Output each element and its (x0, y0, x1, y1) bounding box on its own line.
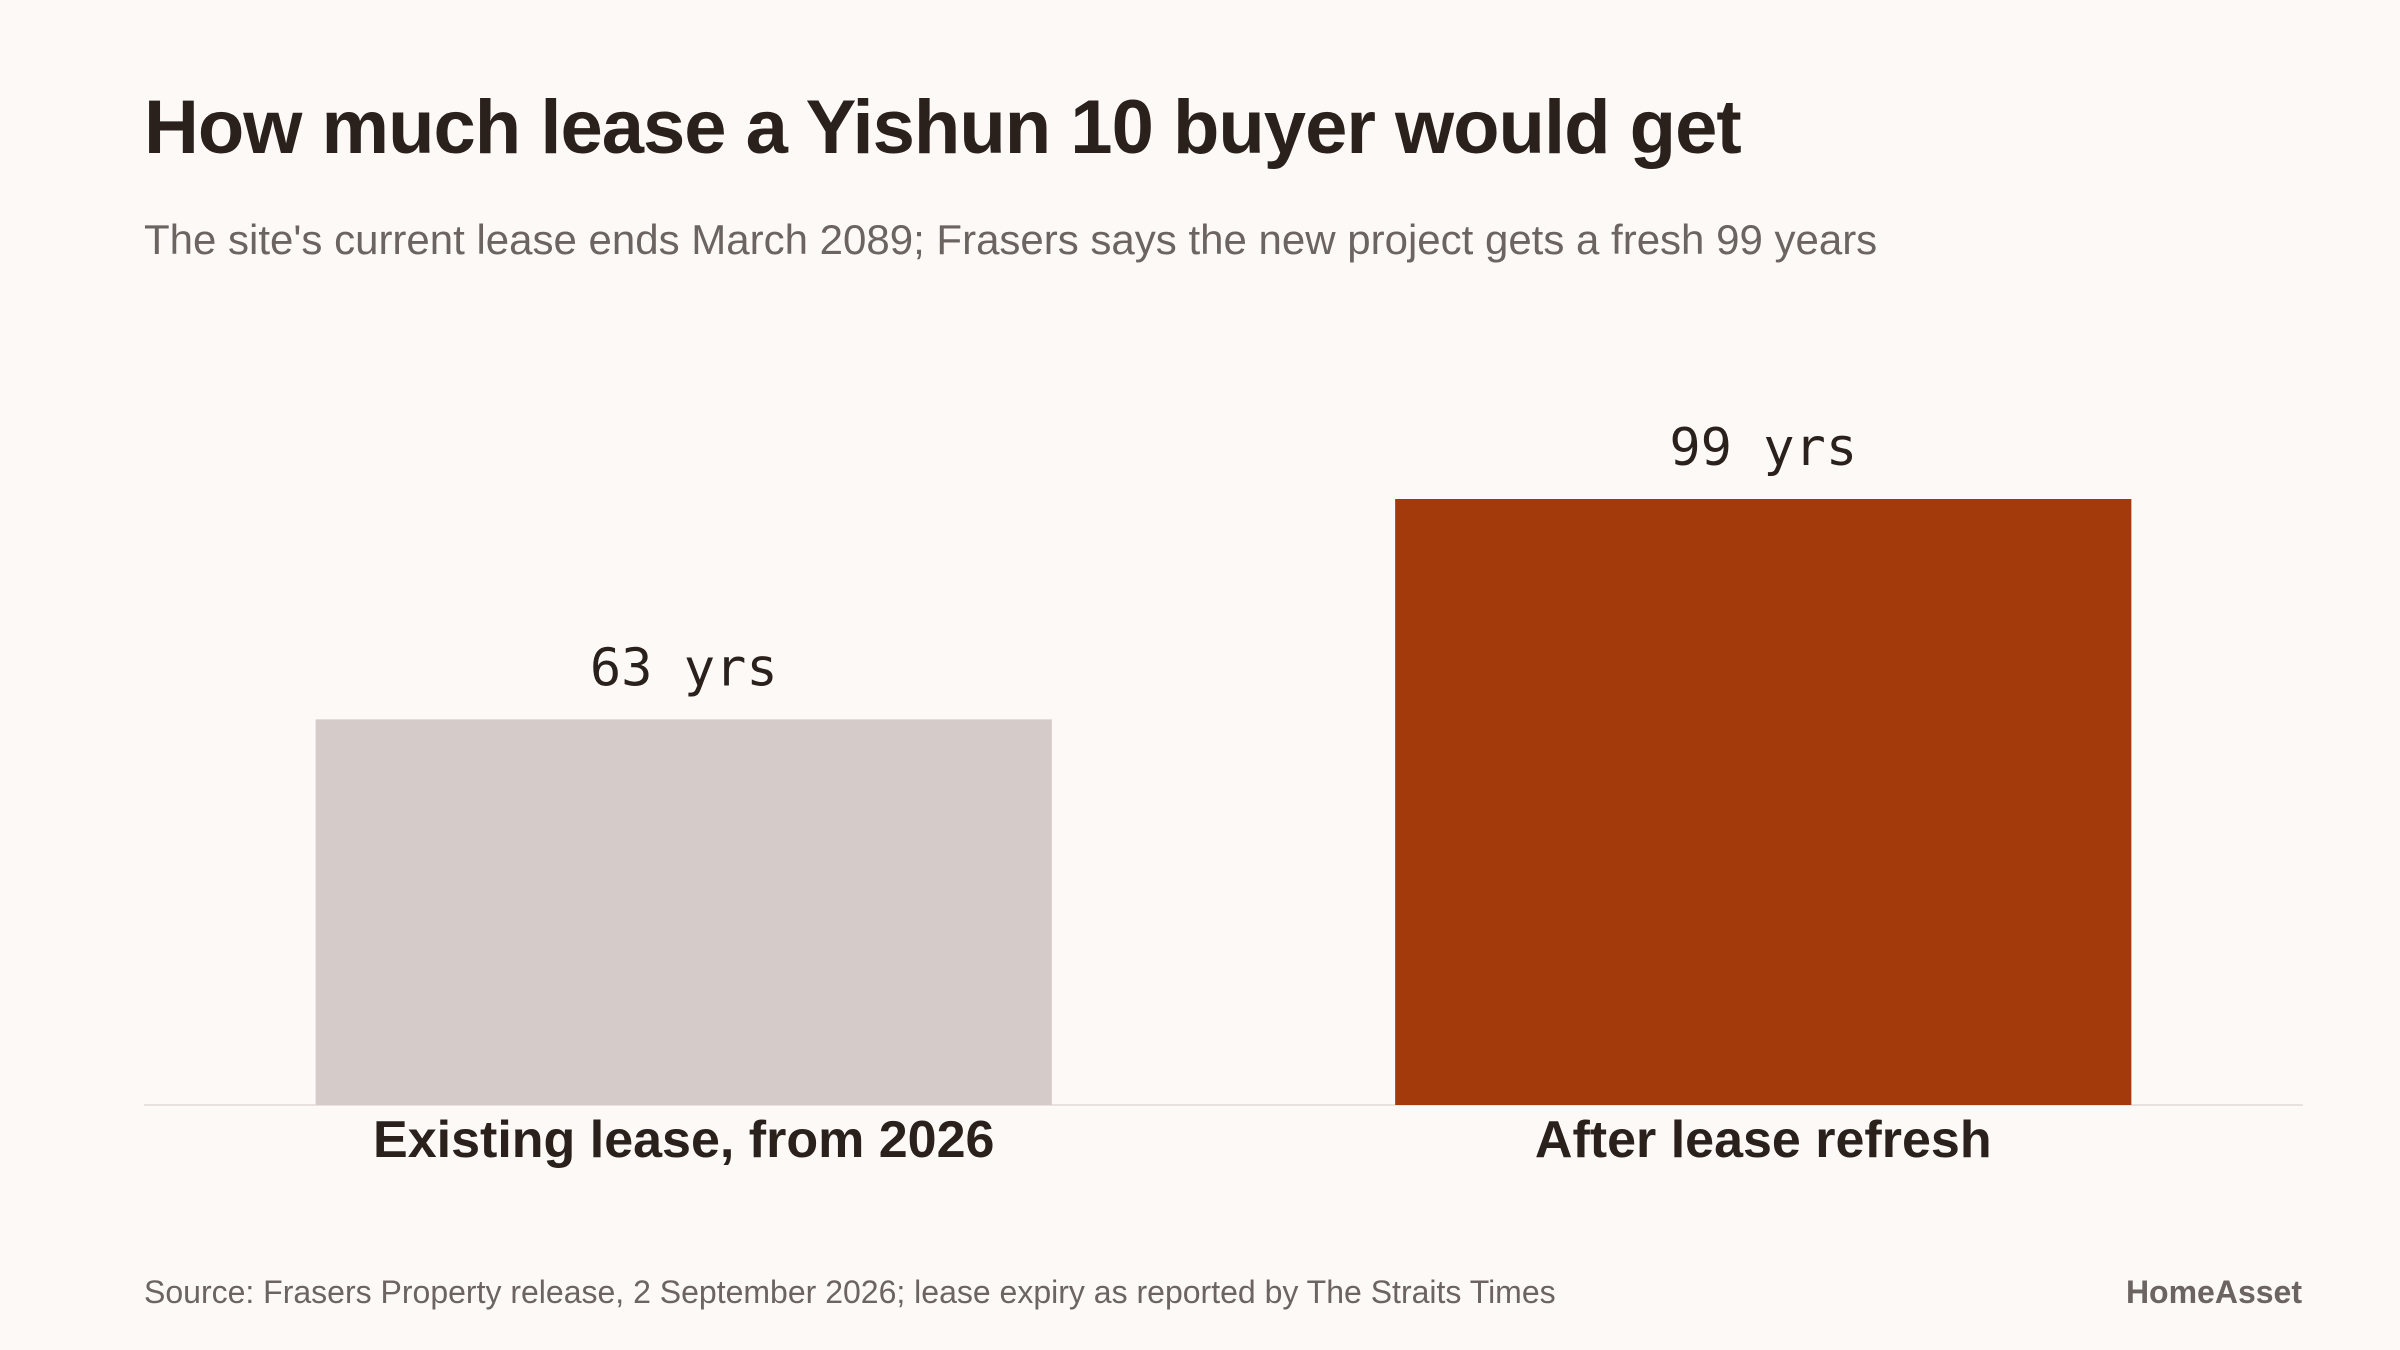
brand: HomeAsset (2126, 1274, 2302, 1310)
bar (1395, 499, 2132, 1105)
x-tick-label: After lease refresh (1535, 1111, 1992, 1169)
value-label: 99 yrs (1669, 418, 1857, 478)
value-label: 63 yrs (590, 638, 778, 698)
x-tick-label: Existing lease, from 2026 (373, 1111, 994, 1169)
bar (315, 719, 1052, 1105)
chart-subtitle: The site's current lease ends March 2089… (144, 216, 1877, 263)
chart-title: How much lease a Yishun 10 buyer would g… (144, 85, 1741, 170)
source-note: Source: Frasers Property release, 2 Sept… (144, 1274, 1556, 1310)
